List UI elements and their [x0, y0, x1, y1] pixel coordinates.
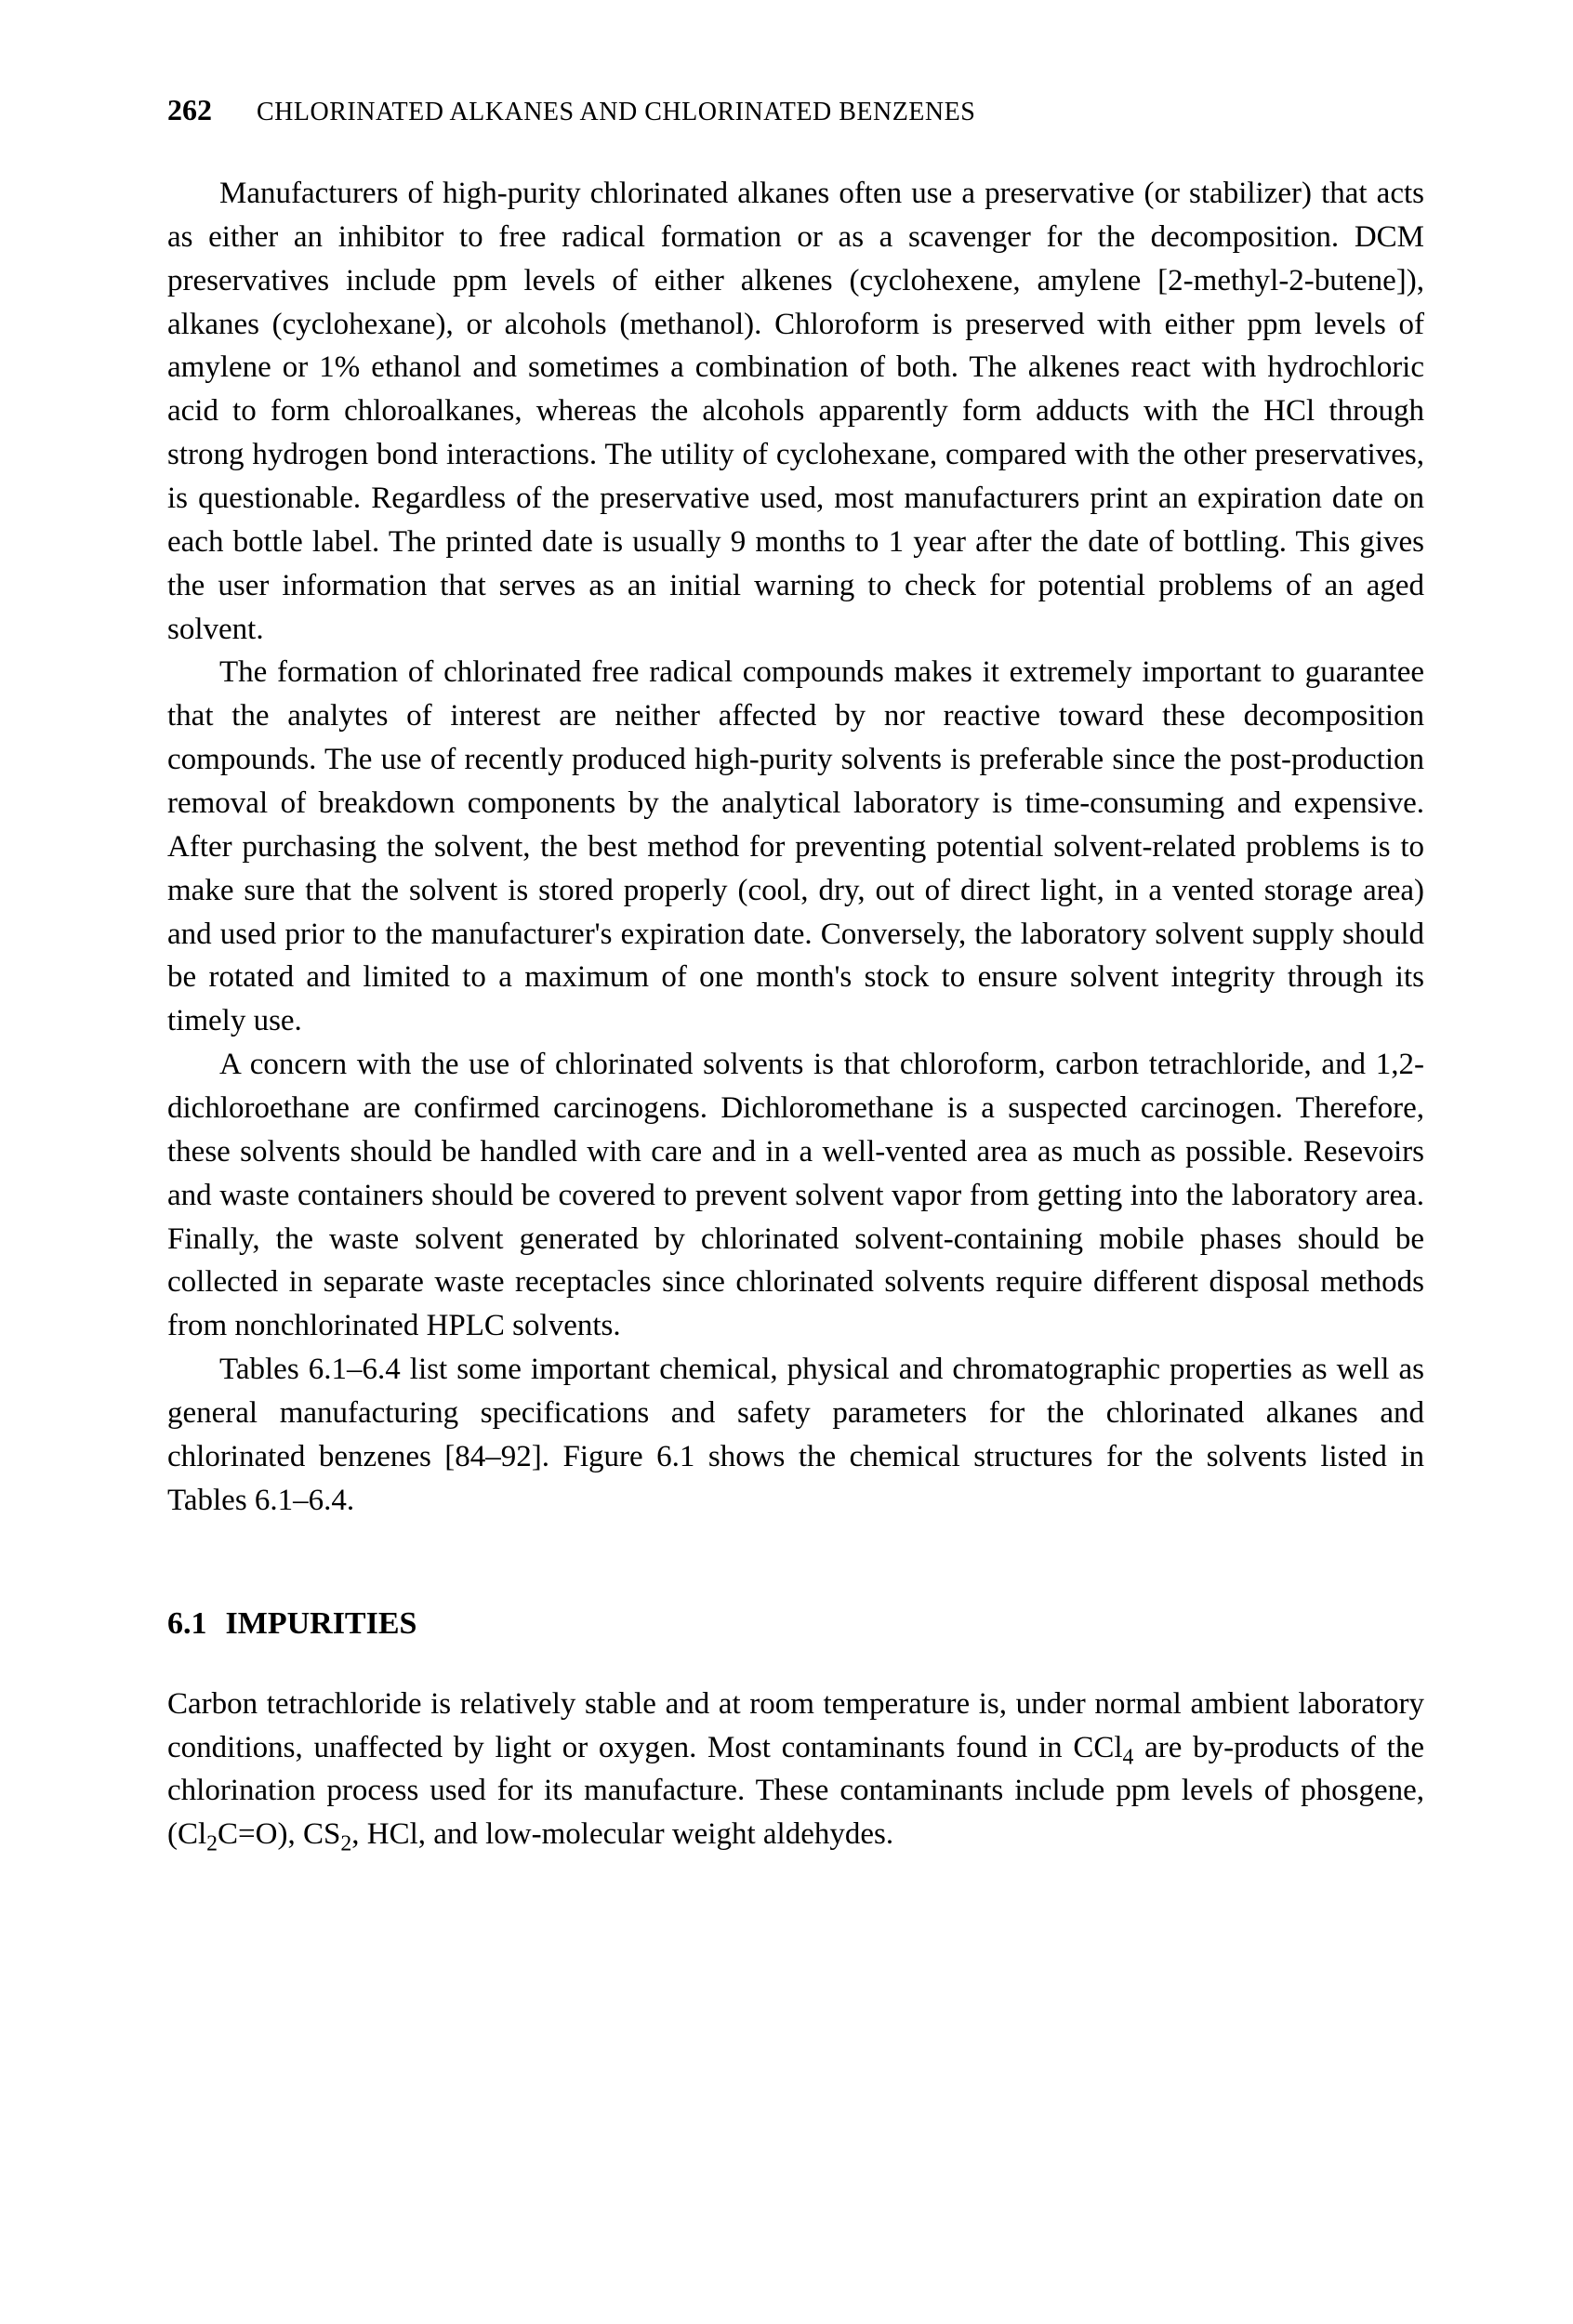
section-text-part3: C=O), CS [218, 1817, 340, 1851]
body-paragraph-1: Manufacturers of high-purity chlorinated… [167, 172, 1424, 651]
running-title: CHLORINATED ALKANES AND CHLORINATED BENZ… [257, 98, 975, 127]
section-number: 6.1 [167, 1606, 207, 1641]
section-text-part4: , HCl, and low-molecular weight aldehyde… [351, 1817, 893, 1851]
subscript-4: 4 [1123, 1745, 1134, 1769]
page-header: 262 CHLORINATED ALKANES AND CHLORINATED … [167, 93, 1424, 127]
subscript-2b: 2 [340, 1832, 351, 1856]
section-title: IMPURITIES [226, 1606, 417, 1641]
body-paragraph-3: A concern with the use of chlorinated so… [167, 1043, 1424, 1348]
section-paragraph: Carbon tetrachloride is relatively stabl… [167, 1683, 1424, 1856]
page-number: 262 [167, 93, 212, 127]
subscript-2a: 2 [206, 1832, 218, 1856]
section-heading: 6.1 IMPURITIES [167, 1606, 1424, 1642]
body-paragraph-4: Tables 6.1–6.4 list some important chemi… [167, 1348, 1424, 1522]
body-paragraph-2: The formation of chlorinated free radica… [167, 651, 1424, 1043]
